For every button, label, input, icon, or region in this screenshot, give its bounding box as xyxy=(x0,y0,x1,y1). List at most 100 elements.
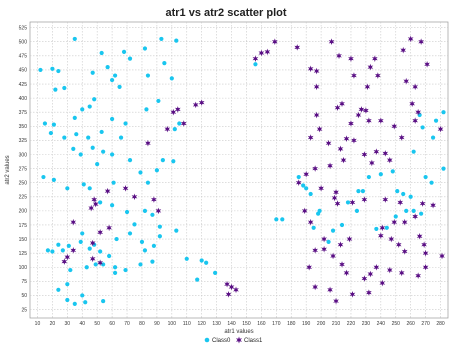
class1-point xyxy=(419,200,426,207)
class1-point xyxy=(409,100,416,108)
class0-point xyxy=(339,222,345,228)
class1-point xyxy=(382,150,389,157)
class1-point xyxy=(415,108,421,116)
class1-point xyxy=(421,241,427,248)
class0-point xyxy=(274,217,279,222)
class1-point xyxy=(349,199,356,206)
class1-point xyxy=(373,263,380,271)
class0-point xyxy=(177,121,182,126)
class1-point xyxy=(373,148,380,155)
class1-point xyxy=(351,137,357,144)
class1-point xyxy=(367,63,374,71)
class0-point xyxy=(87,104,92,109)
x-axis-ticks: 10 20 30 40 50 60 70 80 90 100 110 120 130 140 150 160 1… xyxy=(35,321,445,327)
plot-area xyxy=(29,21,449,319)
class0-point xyxy=(107,253,112,259)
class0-point xyxy=(204,260,209,265)
class1-point xyxy=(343,135,350,143)
class1-point xyxy=(430,201,436,209)
x-tick-label: 160 xyxy=(257,321,266,327)
class1-point xyxy=(151,196,157,203)
class1-point xyxy=(369,159,375,167)
class1-point xyxy=(339,100,345,108)
class1-point xyxy=(97,229,104,236)
class0-point xyxy=(72,115,77,120)
class0-point xyxy=(174,228,179,233)
class0-point xyxy=(330,228,336,233)
x-tick-label: 200 xyxy=(317,321,326,327)
x-tick-label: 30 xyxy=(65,321,71,327)
class1-point xyxy=(97,259,104,267)
class0-point xyxy=(174,38,179,43)
class1-point xyxy=(418,38,424,46)
class0-point xyxy=(150,212,155,217)
class0-point xyxy=(56,242,61,247)
class1-point xyxy=(307,134,314,141)
class1-point xyxy=(386,266,393,274)
class0-point xyxy=(123,267,128,273)
class1-point xyxy=(346,235,353,243)
class1-point xyxy=(367,270,374,278)
y-tick-label: 25 xyxy=(21,307,27,313)
x-tick-label: 260 xyxy=(407,321,416,327)
class1-point xyxy=(339,261,345,268)
class0-point xyxy=(99,50,104,56)
class1-point xyxy=(333,297,339,305)
class0-point xyxy=(159,36,164,42)
class0-point xyxy=(93,262,98,267)
class0-point xyxy=(423,174,428,180)
class1-point xyxy=(379,224,386,232)
class1-point xyxy=(398,269,405,277)
class0-point xyxy=(144,107,149,112)
class0-point xyxy=(195,277,200,282)
class0-point xyxy=(71,146,76,151)
class0-point xyxy=(50,249,55,254)
class0-point xyxy=(98,249,103,254)
class0-point xyxy=(65,297,70,303)
class0-point xyxy=(441,110,446,115)
class0-point xyxy=(112,73,118,78)
class0-point xyxy=(87,246,92,251)
class1-point xyxy=(155,207,162,215)
class0-point xyxy=(53,87,58,92)
x-tick-label: 40 xyxy=(79,321,85,327)
class0-point xyxy=(80,231,85,236)
class1-point xyxy=(228,283,235,291)
y-tick-label: 200 xyxy=(19,209,28,215)
class1-point xyxy=(295,179,302,186)
legend-class0-marker xyxy=(204,337,210,343)
class0-point xyxy=(66,243,71,248)
y-tick-label: 175 xyxy=(19,223,28,229)
class0-point xyxy=(184,256,189,261)
class1-point xyxy=(366,289,372,296)
class0-point xyxy=(62,135,67,140)
x-tick-label: 250 xyxy=(392,321,401,327)
class0-point xyxy=(74,132,79,137)
class0-point xyxy=(56,68,61,74)
class0-point xyxy=(118,135,124,140)
class1-point xyxy=(361,196,368,203)
class0-point xyxy=(404,208,409,213)
class0-point xyxy=(150,259,155,264)
class0-point xyxy=(90,145,95,150)
class0-point xyxy=(345,200,351,205)
class0-point xyxy=(87,186,92,191)
class1-point xyxy=(303,170,310,178)
class1-point xyxy=(88,204,95,212)
x-axis-title: atr1 values xyxy=(224,329,253,335)
class1-point xyxy=(312,283,318,291)
class1-point xyxy=(374,72,381,79)
class0-point xyxy=(199,258,204,263)
class1-point xyxy=(401,248,408,255)
y-tick-label: 325 xyxy=(19,138,28,144)
class1-point xyxy=(318,185,324,192)
class0-point xyxy=(142,248,148,253)
class0-point xyxy=(101,298,106,304)
class0-point xyxy=(110,203,115,208)
class1-point xyxy=(366,117,372,124)
class1-point xyxy=(312,165,318,172)
class0-point xyxy=(99,129,104,135)
class0-point xyxy=(390,169,395,174)
class0-point xyxy=(78,239,83,244)
class0-point xyxy=(65,282,70,287)
